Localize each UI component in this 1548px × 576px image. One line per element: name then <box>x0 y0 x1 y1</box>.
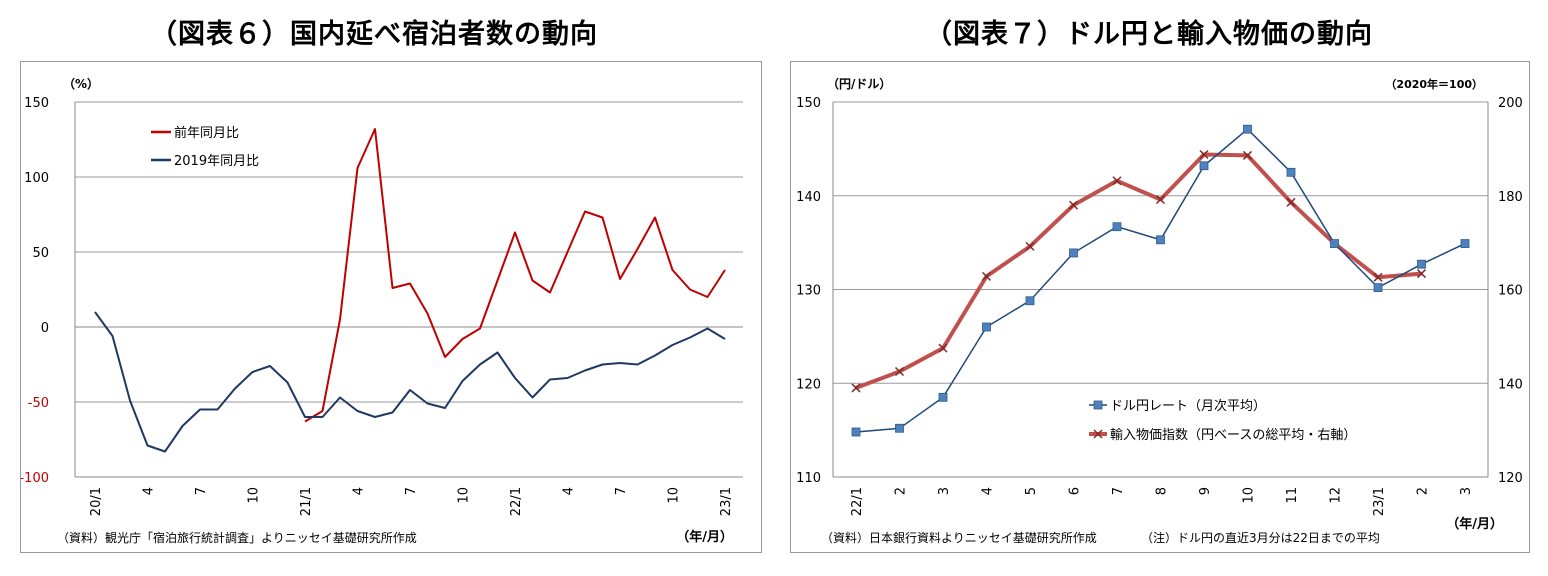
x-tick-label: 4 <box>142 487 157 495</box>
y-right-tick-label: 200 <box>1498 96 1523 111</box>
data-point-usdjpy <box>1373 283 1383 293</box>
x-tick-label: 22/1 <box>509 487 524 516</box>
source-note: （資料）観光庁「宿泊旅行統計調査」よりニッセイ基礎研究所作成 <box>57 530 417 545</box>
x-tick-label: 20/1 <box>89 487 104 516</box>
data-point-usdjpy <box>1069 248 1078 258</box>
x-tick-label: 12 <box>1329 487 1344 504</box>
data-point-import-price <box>1068 200 1079 210</box>
x-axis-label: （年/月） <box>1446 516 1503 532</box>
data-point-import-price <box>938 343 948 353</box>
legend-label-import-price: 輸入物価指数（円ベースの総平均・右軸） <box>1110 428 1356 443</box>
legend-marker-usdjpy <box>1093 400 1103 410</box>
data-point-usdjpy <box>1112 222 1122 232</box>
data-point-import-price <box>1199 149 1209 160</box>
x-tick-label: 6 <box>1068 487 1083 495</box>
x-tick-label: 4 <box>562 487 577 495</box>
y-right-tick-label: 160 <box>1498 284 1523 299</box>
data-point-usdjpy <box>851 427 861 437</box>
series-line-usdjpy <box>855 128 1466 433</box>
data-point-import-price <box>1373 272 1383 282</box>
data-point-import-price <box>1155 194 1166 205</box>
data-point-usdjpy <box>1243 124 1252 134</box>
data-point-usdjpy <box>1286 167 1296 177</box>
source-note: （資料）日本銀行資料よりニッセイ基礎研究所作成 <box>821 530 1097 545</box>
data-point-usdjpy <box>1025 296 1035 306</box>
data-point-import-price <box>1242 150 1253 160</box>
x-tick-label: 7 <box>614 487 629 495</box>
y-tick-label: 50 <box>32 246 49 261</box>
data-point-usdjpy <box>1199 161 1209 171</box>
data-point-usdjpy <box>938 392 948 402</box>
data-point-import-price <box>1112 176 1122 186</box>
chart-panel-2: 110 120 130 140 150 120 140 160 180 200 （円/ドル） （202… <box>790 61 1530 553</box>
y-right-tick-label: 120 <box>1498 471 1523 486</box>
series-line-1 <box>304 128 726 423</box>
y-tick-label: 120 <box>796 377 821 392</box>
footnote: （注）ドル円の直近3月分は22日までの平均 <box>1141 530 1380 545</box>
legend-label-2: 2019年同月比 <box>174 154 259 169</box>
x-tick-label: 3 <box>1459 487 1474 495</box>
y-tick-label: 130 <box>796 284 821 299</box>
x-tick-label: 7 <box>194 487 209 495</box>
legend-label-usdjpy: ドル円レート（月次平均） <box>1110 398 1266 414</box>
y-tick-label: 140 <box>796 190 821 205</box>
chart-title-2: （図表７）ドル円と輸入物価の動向 <box>925 19 1373 50</box>
data-point-import-price <box>1286 197 1296 207</box>
data-point-import-price <box>851 383 861 393</box>
data-point-usdjpy <box>1460 239 1470 248</box>
data-point-import-price <box>1025 241 1035 251</box>
x-tick-label: 21/1 <box>299 487 314 516</box>
data-point-usdjpy <box>895 423 904 433</box>
y-tick-label: 100 <box>24 171 49 186</box>
x-tick-label: 10 <box>1242 487 1257 504</box>
x-tick-label: 23/1 <box>719 487 734 516</box>
chart-2-svg: 110 120 130 140 150 120 140 160 180 200 （円/ドル） （202… <box>796 76 1523 545</box>
y-axis-label: （円/ドル） <box>827 76 891 91</box>
y-tick-label: -100 <box>21 471 49 486</box>
x-axis-label: （年/月） <box>676 529 733 545</box>
chart-1-svg: -100 -50 0 50 100 150 （%） 20/1 4 7 10 21/1 4 7 10 22/1 4… <box>21 76 743 545</box>
series-line-import-price <box>855 152 1422 390</box>
x-tick-label: 7 <box>404 487 419 495</box>
x-tick-label: 10 <box>247 487 262 504</box>
data-point-usdjpy <box>1156 235 1165 245</box>
data-point-import-price <box>981 271 992 281</box>
y-right-tick-label: 180 <box>1498 190 1523 205</box>
x-tick-label: 22/1 <box>850 487 865 516</box>
y-tick-label: 110 <box>796 471 821 486</box>
x-tick-label: 5 <box>1024 487 1039 495</box>
x-tick-label: 3 <box>937 487 952 495</box>
x-tick-label: 9 <box>1198 487 1213 495</box>
x-tick-label: 4 <box>352 487 367 495</box>
chart-panel-1: -100 -50 0 50 100 150 （%） 20/1 4 7 10 21/1 4 7 10 22/1 4… <box>20 61 762 553</box>
legend-label-1: 前年同月比 <box>174 125 239 141</box>
y-axis-label: （%） <box>63 76 99 91</box>
y-tick-label: 0 <box>41 321 49 336</box>
data-point-usdjpy <box>1330 239 1339 248</box>
data-point-usdjpy <box>1417 259 1426 269</box>
series-line-2 <box>94 311 726 453</box>
x-tick-label: 4 <box>981 487 996 495</box>
data-point-usdjpy <box>982 322 991 332</box>
x-tick-label: 2 <box>1416 487 1431 495</box>
data-point-import-price <box>894 367 905 377</box>
y-tick-label: 150 <box>796 96 821 111</box>
y-right-tick-label: 140 <box>1498 377 1523 392</box>
y-tick-label: -50 <box>28 396 49 411</box>
legend-marker-import-price <box>1093 429 1103 439</box>
y-tick-label: 150 <box>24 96 49 111</box>
chart-title-1: （図表６）国内延べ宿泊者数の動向 <box>150 19 598 50</box>
y-right-axis-label: （2020年＝100） <box>1385 77 1483 91</box>
x-tick-label: 23/1 <box>1372 487 1387 516</box>
x-tick-label: 11 <box>1285 487 1300 504</box>
x-tick-label: 2 <box>894 487 909 495</box>
x-tick-label: 8 <box>1155 487 1170 495</box>
data-point-import-price <box>1416 269 1427 279</box>
x-tick-label: 7 <box>1111 487 1126 495</box>
x-tick-label: 10 <box>457 487 472 504</box>
x-tick-label: 10 <box>667 487 682 504</box>
